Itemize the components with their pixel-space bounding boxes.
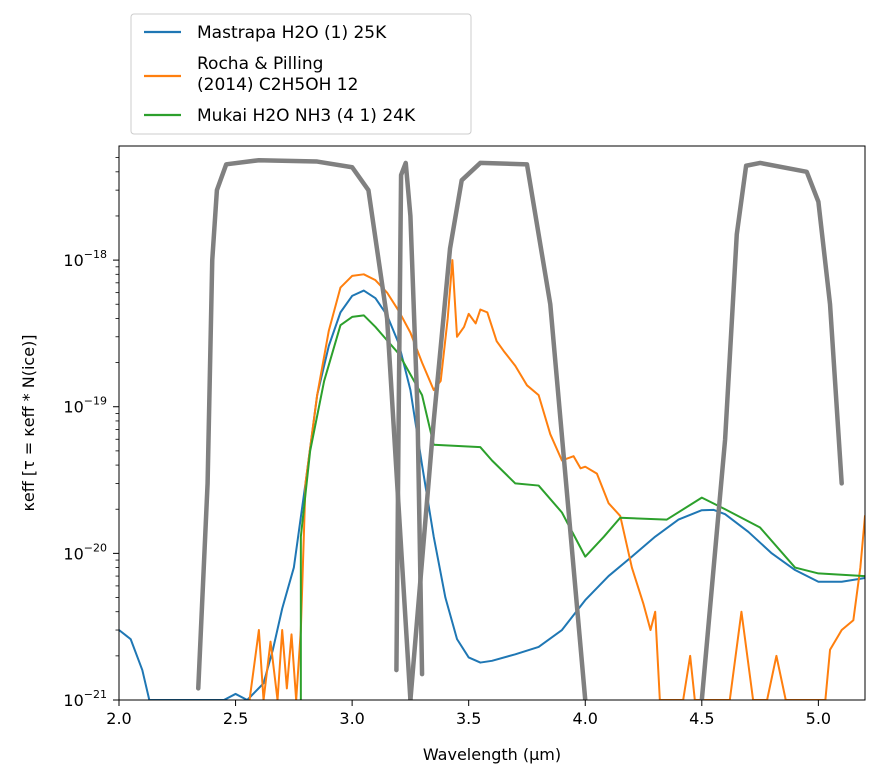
filter-curve-4 <box>699 160 844 700</box>
y-axis-label: κeff [τ = κeff * N(ice)] <box>19 334 38 511</box>
y-tick-label: 10−19 <box>63 395 107 417</box>
ticks-layer: 2.0 2.5 3.0 3.5 4.0 4.5 5.0 10−21 10−20 10−19 10−1… <box>63 157 831 728</box>
x-tick-label: 3.5 <box>456 709 481 728</box>
legend-label-mastrapa: Mastrapa H2O (1) 25K <box>197 23 387 43</box>
series-line-2 <box>299 314 865 700</box>
x-tick-label: 4.5 <box>689 709 714 728</box>
filter-curve-2 <box>394 160 425 677</box>
legend-box <box>130 13 472 135</box>
legend-label-mukai: Mukai H2O NH3 (4 1) 24K <box>197 106 416 126</box>
filter-curve-3 <box>408 160 588 700</box>
x-tick-label: 3.0 <box>339 709 364 728</box>
series-line-0 <box>119 289 865 700</box>
x-tick-label: 2.5 <box>223 709 248 728</box>
legend-label-rocha: Rocha & Pilling (2014) C2H5OH 12 <box>197 54 358 95</box>
x-tick-label: 5.0 <box>806 709 831 728</box>
legend-label-rocha-line2: (2014) C2H5OH 12 <box>197 75 358 95</box>
x-axis-label: Wavelength (μm) <box>423 745 561 764</box>
legend-label-rocha-line1: Rocha & Pilling <box>197 54 323 74</box>
filter-curve-1 <box>196 157 413 700</box>
y-tick-label: 10−18 <box>63 248 107 270</box>
x-tick-label: 2.0 <box>106 709 131 728</box>
legend: Mastrapa H2O (1) 25K Rocha & Pilling (20… <box>130 13 472 135</box>
series-layer <box>119 157 865 700</box>
plot-frame <box>118 145 866 701</box>
x-tick-label: 4.0 <box>573 709 598 728</box>
series-line-1 <box>248 259 865 700</box>
y-tick-label: 10−21 <box>63 688 107 710</box>
y-tick-label: 10−20 <box>63 541 107 563</box>
